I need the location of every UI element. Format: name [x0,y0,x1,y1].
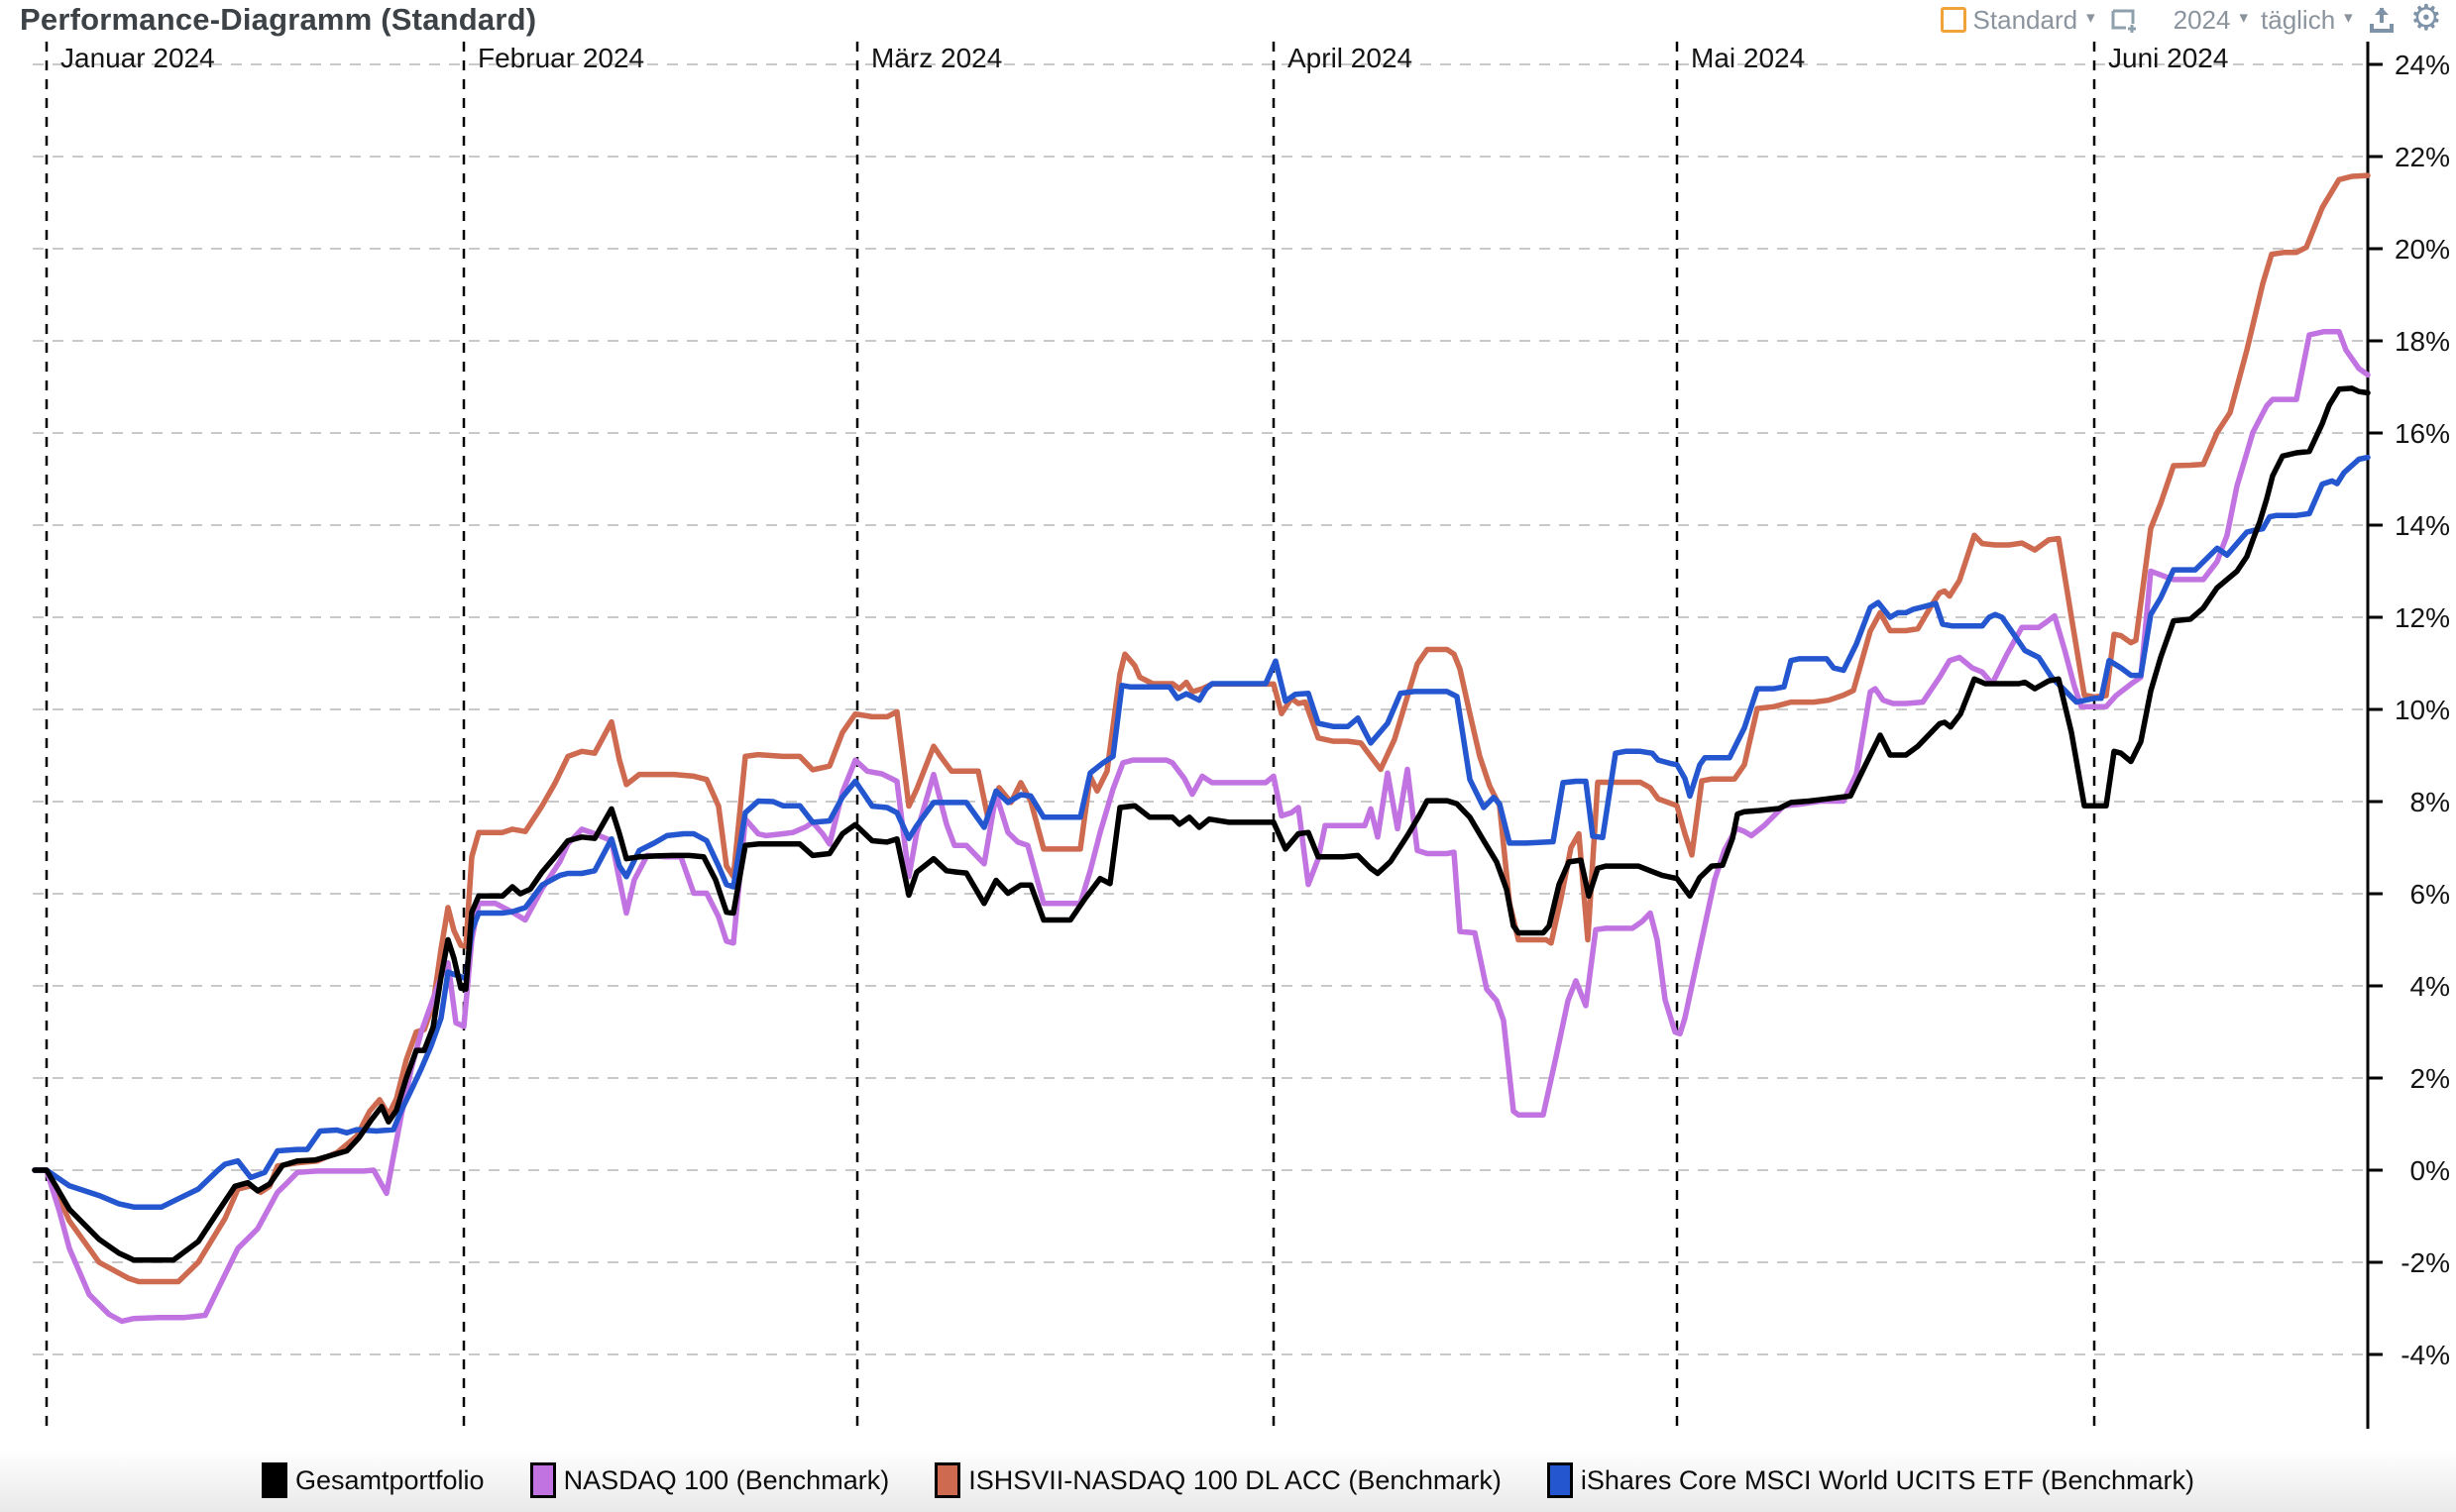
series-line [32,385,2371,1263]
y-axis-label: 2% [2410,1063,2450,1094]
legend-label: Gesamtportfolio [294,1464,485,1495]
month-label: Februar 2024 [478,43,644,73]
new-chart-button[interactable] [2108,5,2138,35]
legend-label: iShares Core MSCI World UCITS ETF (Bench… [1580,1464,2195,1495]
legend-item[interactable]: NASDAQ 100 (Benchmark) [529,1462,890,1498]
y-axis-label: 6% [2410,879,2450,910]
gear-icon: ⚙ [2409,0,2442,38]
preset-color-icon [1940,7,1966,33]
legend: Gesamtportfolio NASDAQ 100 (Benchmark) ISH… [0,1455,2456,1506]
series-line [32,328,2371,1325]
y-axis-label: 4% [2410,971,2450,1002]
chevron-down-icon: ▾ [2239,8,2249,27]
header: Performance-Diagramm (Standard) Standard… [0,0,2456,40]
year-label: 2024 [2173,4,2231,35]
performance-chart: 24% 22% 20% 18% 16% 14% 12% 10% 8% 6% 4% 2% 0% -2% -4%… [32,42,2450,1429]
interval-selector[interactable]: täglich ▾ [2261,5,2353,36]
month-label: Mai 2024 [1691,43,1805,73]
legend-item[interactable]: ISHSVII-NASDAQ 100 DL ACC (Benchmark) [935,1462,1502,1498]
y-axis-label: -4% [2400,1340,2450,1370]
y-axis-label: 10% [2395,695,2450,725]
month-label: Juni 2024 [2108,43,2228,73]
chevron-down-icon: ▾ [2344,8,2353,27]
month-label: April 2024 [1287,43,1412,73]
y-axis-label: 18% [2395,326,2450,357]
page-title: Performance-Diagramm (Standard) [20,2,537,37]
series-line [32,172,2371,1285]
window-plus-icon [2111,9,2136,33]
export-button[interactable] [2366,4,2398,36]
preset-selector[interactable]: Standard ▾ [1940,4,2095,36]
chart-area: 24% 22% 20% 18% 16% 14% 12% 10% 8% 6% 4% 2% 0% -2% -4%… [0,38,2456,1453]
legend-item[interactable]: Gesamtportfolio [261,1462,485,1498]
legend-label: NASDAQ 100 (Benchmark) [563,1464,890,1495]
month-label: Januar 2024 [60,43,215,73]
y-axis-label: 14% [2395,510,2450,541]
y-axis-label: 8% [2410,787,2450,817]
preset-label: Standard [1972,4,2078,35]
legend-swatch-icon [935,1462,961,1498]
legend-label: ISHSVII-NASDAQ 100 DL ACC (Benchmark) [968,1464,1502,1495]
y-axis-label: 12% [2395,602,2450,633]
legend-swatch-icon [529,1462,556,1498]
month-label: März 2024 [871,43,1002,73]
legend-item[interactable]: iShares Core MSCI World UCITS ETF (Bench… [1546,1462,2195,1498]
interval-label: täglich [2261,4,2336,35]
legend-swatch-icon [1546,1462,1573,1498]
series-line [32,454,2371,1210]
y-axis-label: 20% [2395,234,2450,265]
y-axis-label: 24% [2395,50,2450,80]
settings-button[interactable]: ⚙ [2409,0,2442,38]
y-axis-label: -2% [2400,1247,2450,1278]
footer-bar [0,1449,2456,1512]
y-axis-label: 22% [2395,142,2450,172]
year-selector[interactable]: 2024 ▾ [2174,5,2248,36]
legend-swatch-icon [261,1462,287,1498]
y-axis-label: 16% [2395,418,2450,449]
chart-controls: Standard ▾ 2024 ▾ täglich ▾ [1940,0,2442,40]
y-axis-label: 0% [2410,1155,2450,1186]
upload-icon [2369,7,2394,33]
chevron-down-icon: ▾ [2086,8,2095,27]
